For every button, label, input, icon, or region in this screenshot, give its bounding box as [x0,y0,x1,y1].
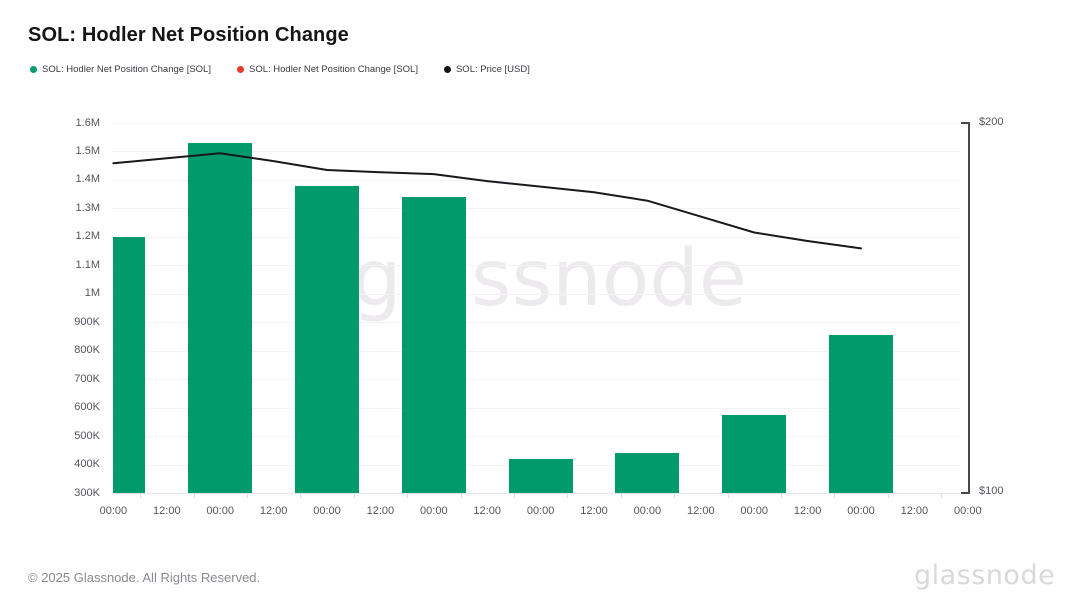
x-axis-tick [887,494,889,498]
gridline [112,123,960,124]
x-axis-label: 12:00 [473,505,501,517]
price-axis-tick-bottom [961,492,969,494]
x-axis-tick [460,494,462,498]
price-axis-min-label: $100 [979,485,1004,497]
y-axis-label: 700K [74,372,100,385]
x-axis-tick [727,494,729,498]
y-axis-label: 400K [74,458,100,471]
bar [188,142,253,493]
y-axis-label: 800K [74,344,100,357]
copyright-text: © 2025 Glassnode. All Rights Reserved. [28,570,261,585]
x-axis-label: 12:00 [366,505,395,517]
green-dot-icon [30,66,37,73]
y-axis-label: 500K [74,429,100,442]
x-axis-tick [193,494,195,498]
x-axis-label: 12:00 [687,505,715,517]
x-axis-label: 00:00 [420,505,448,517]
y-axis-label: 1.5M [75,144,100,157]
x-axis-tick [246,494,248,498]
legend-item-label: SOL: Hodler Net Position Change [SOL] [42,64,211,75]
x-axis-label: 00:00 [633,505,662,517]
x-axis-tick [353,494,355,498]
x-axis-label: 12:00 [153,505,181,517]
x-axis-label: 00:00 [847,505,875,517]
y-axis-label: 1M [84,287,100,300]
bar [829,335,893,493]
gridline [112,493,960,494]
page-title: SOL: Hodler Net Position Change [28,24,349,46]
x-axis-tick [513,494,515,498]
x-axis-label: 00:00 [526,505,555,517]
x-axis-label: 12:00 [793,505,822,517]
x-axis-label: 00:00 [99,505,128,517]
legend-item-label: SOL: Price [USD] [455,64,530,75]
x-axis-label: 12:00 [900,505,929,517]
gridline [112,379,960,381]
y-axis-label: 1.4M [75,173,100,186]
x-axis-tick [407,494,409,498]
gridline [112,322,960,324]
x-axis-tick [140,494,142,498]
y-axis-label: 1.2M [75,230,100,243]
gridline [112,407,960,409]
black-dot-icon [443,66,451,73]
x-axis-tick [834,494,836,498]
y-axis-label: 1.6M [75,116,100,129]
price-axis-max-label: $200 [979,116,1004,128]
red-dot-icon [236,66,244,73]
x-axis-label: 00:00 [954,505,982,517]
y-axis-label: 900K [74,315,100,328]
x-axis-tick [620,494,622,498]
gridline [112,293,960,295]
gridline [112,436,960,438]
bar [722,414,787,493]
legend-item-price[interactable]: SOL: Price [USD] [443,64,530,75]
price-axis-tick-top [961,122,969,124]
x-axis-tick [300,494,302,498]
x-axis-label: 00:00 [206,505,234,517]
bar [615,453,680,493]
bar-series-layer [113,0,960,493]
chart-legend: SOL: Hodler Net Position Change [SOL] SO… [30,64,530,75]
x-axis-tick [674,494,676,498]
legend-item-hodler-net-position-red[interactable]: SOL: Hodler Net Position Change [SOL] [236,64,418,75]
legend-item-hodler-net-position-green[interactable]: SOL: Hodler Net Position Change [SOL] [30,64,211,75]
bar [508,458,573,493]
gridline [112,265,960,267]
y-axis-label: 1.3M [75,201,100,214]
y-axis-label: 300K [74,486,100,499]
price-axis-line [968,122,970,494]
legend-item-label: SOL: Hodler Net Position Change [SOL] [248,64,418,75]
bar [401,197,466,493]
gridline [112,151,960,153]
x-axis-label: 12:00 [580,505,608,517]
x-axis-tick [941,494,943,498]
x-axis-tick [780,494,782,498]
x-axis-label: 12:00 [259,505,288,517]
gridline [112,350,960,352]
bar [113,236,146,493]
bar [295,185,359,493]
x-axis-label: 00:00 [740,505,768,517]
y-axis-label: 1.1M [75,258,100,271]
y-axis-label: 600K [74,401,100,414]
x-axis-label: 00:00 [313,505,341,517]
glassnode-logo: glassnode [914,560,1056,591]
x-axis-tick [567,494,569,498]
